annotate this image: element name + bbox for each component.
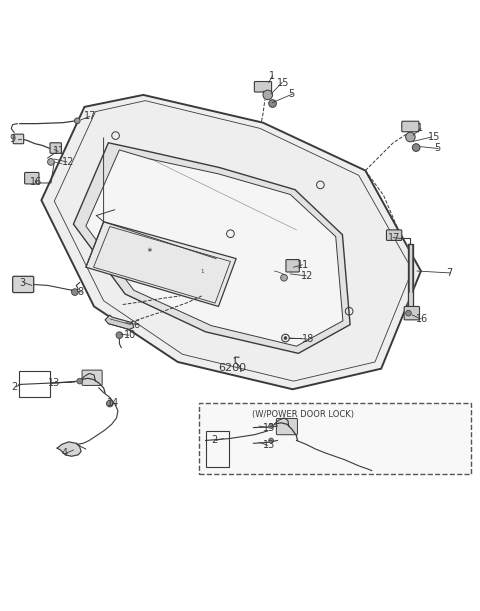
Circle shape <box>281 274 288 281</box>
Text: 6200: 6200 <box>218 363 247 373</box>
Text: 14: 14 <box>107 398 119 408</box>
Circle shape <box>72 289 78 296</box>
Circle shape <box>284 337 287 340</box>
Text: 11: 11 <box>298 260 310 270</box>
Circle shape <box>48 159 54 165</box>
Text: (W/POWER DOOR LOCK): (W/POWER DOOR LOCK) <box>252 410 354 419</box>
FancyBboxPatch shape <box>286 260 300 272</box>
Polygon shape <box>86 222 236 307</box>
FancyBboxPatch shape <box>402 121 419 132</box>
Text: 9: 9 <box>9 134 15 144</box>
Text: 15: 15 <box>428 131 440 142</box>
FancyBboxPatch shape <box>24 172 39 184</box>
Circle shape <box>412 144 420 152</box>
FancyBboxPatch shape <box>276 419 298 434</box>
FancyBboxPatch shape <box>13 134 24 144</box>
Polygon shape <box>408 244 413 314</box>
Text: 12: 12 <box>62 157 74 167</box>
Text: 13: 13 <box>263 441 275 450</box>
FancyBboxPatch shape <box>254 81 272 92</box>
Circle shape <box>74 118 80 123</box>
Circle shape <box>77 378 83 384</box>
Circle shape <box>406 132 415 142</box>
Text: 6: 6 <box>134 320 140 330</box>
Circle shape <box>107 400 113 407</box>
Circle shape <box>269 100 276 108</box>
Circle shape <box>269 423 274 428</box>
Text: 15: 15 <box>277 78 290 88</box>
Text: 2: 2 <box>11 382 17 392</box>
Text: 5: 5 <box>434 142 440 153</box>
Text: 2: 2 <box>211 436 217 445</box>
Text: 8: 8 <box>77 287 84 297</box>
Polygon shape <box>86 150 343 346</box>
Text: 13: 13 <box>48 378 60 388</box>
Text: 13: 13 <box>263 423 275 433</box>
FancyBboxPatch shape <box>12 276 34 293</box>
Polygon shape <box>105 315 134 329</box>
Text: 1: 1 <box>417 123 423 133</box>
Circle shape <box>269 438 274 443</box>
Polygon shape <box>41 95 421 389</box>
Text: 1: 1 <box>200 269 204 274</box>
Polygon shape <box>73 143 350 353</box>
FancyBboxPatch shape <box>404 307 420 320</box>
Text: 4: 4 <box>62 448 68 458</box>
Text: 17: 17 <box>84 111 97 122</box>
FancyBboxPatch shape <box>82 370 102 386</box>
Text: 7: 7 <box>446 268 452 278</box>
Text: 11: 11 <box>53 147 66 156</box>
Text: 16: 16 <box>30 177 43 187</box>
Text: 3: 3 <box>19 277 25 288</box>
Text: $\ast$: $\ast$ <box>145 244 153 254</box>
Circle shape <box>406 310 411 316</box>
Text: 16: 16 <box>416 314 428 324</box>
Text: 12: 12 <box>301 271 313 281</box>
Text: 1: 1 <box>269 71 275 81</box>
Text: 17: 17 <box>388 233 401 244</box>
Circle shape <box>116 332 123 338</box>
Circle shape <box>263 90 273 100</box>
FancyBboxPatch shape <box>199 403 471 474</box>
Text: 5: 5 <box>288 89 294 99</box>
Text: 10: 10 <box>124 330 136 340</box>
Text: 18: 18 <box>302 334 314 344</box>
Polygon shape <box>57 442 81 456</box>
FancyBboxPatch shape <box>50 143 61 153</box>
FancyBboxPatch shape <box>386 230 402 240</box>
